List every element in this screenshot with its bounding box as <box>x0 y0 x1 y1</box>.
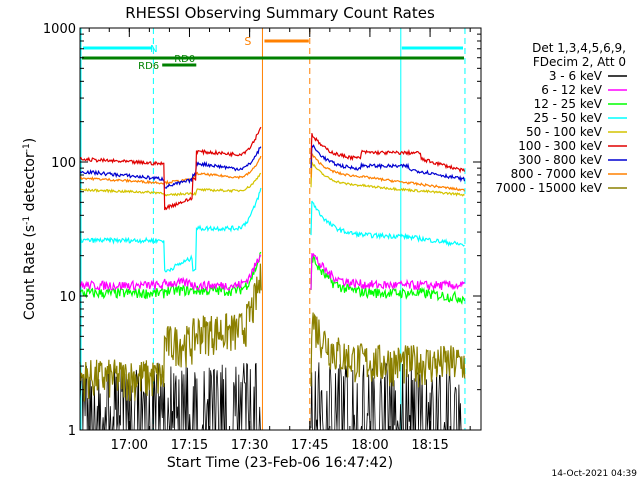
y-axis-label-mid: detector <box>22 152 38 216</box>
series-line <box>79 252 465 293</box>
annotation-overlays: N S RD6 RD0 <box>80 28 466 430</box>
y-tick-label: 1 <box>68 424 76 439</box>
series-line <box>79 263 466 402</box>
y-tick-label: 100 <box>51 156 76 171</box>
legend-label: 3 - 6 keV <box>549 69 603 83</box>
x-tick-label: 18:15 <box>411 438 448 453</box>
x-tick-label: 17:15 <box>171 438 208 453</box>
x-axis-label: Start Time (23-Feb-06 16:47:42) <box>167 455 393 471</box>
legend-label: 12 - 25 keV <box>534 97 603 111</box>
legend-label: 800 - 7000 keV <box>511 167 603 181</box>
series-path <box>79 254 262 293</box>
y-axis-label: Count Rate (s-1 detector-1) <box>22 138 38 320</box>
series-path <box>79 172 262 198</box>
series-line <box>79 144 466 189</box>
y-axis-label-end: ) <box>22 138 38 143</box>
series-path <box>310 253 466 305</box>
x-tick-label: 17:30 <box>231 438 268 453</box>
series-path <box>310 362 465 431</box>
series-path <box>79 263 262 402</box>
y-tick-label: 10 <box>59 290 76 305</box>
series-path <box>79 251 262 300</box>
plot-frame <box>79 27 482 431</box>
legend-label: 100 - 300 keV <box>518 139 602 153</box>
y-axis-label-sup2: -1 <box>22 143 32 152</box>
series-layer <box>79 126 466 431</box>
legend-label: 50 - 100 keV <box>526 125 603 139</box>
series-path <box>79 155 262 186</box>
legend-label: 7000 - 15000 keV <box>495 181 602 195</box>
x-axis: 17:00 17:15 17:30 17:45 18:00 18:15 <box>88 28 471 453</box>
generation-timestamp: 14-Oct-2021 04:39 <box>552 469 638 479</box>
legend-label: 300 - 800 keV <box>518 153 602 167</box>
legend: Det 1,3,4,5,6,9, FDecim 2, Att 0 3 - 6 k… <box>495 41 627 195</box>
series-path <box>79 146 262 189</box>
x-tick-label: 17:00 <box>111 438 148 453</box>
series-path <box>310 133 466 174</box>
rd6-label: RD6 <box>138 61 159 72</box>
legend-header-line-2: FDecim 2, Att 0 <box>533 55 626 69</box>
series-path <box>79 187 262 273</box>
series-line <box>79 126 466 211</box>
series-path <box>310 151 466 192</box>
series-path <box>310 200 465 247</box>
legend-label: 25 - 50 keV <box>534 111 603 125</box>
series-path <box>310 312 466 388</box>
chart-title: RHESSI Observing Summary Count Rates <box>125 4 435 22</box>
legend-header-line-1: Det 1,3,4,5,6,9, <box>532 41 626 55</box>
series-path <box>79 126 262 211</box>
saa-label: S <box>244 35 251 48</box>
series-line <box>79 251 466 305</box>
legend-label: 6 - 12 keV <box>541 83 603 97</box>
y-tick-label: 1000 <box>43 22 76 37</box>
series-line <box>79 161 465 198</box>
x-tick-label: 17:45 <box>291 438 328 453</box>
series-path <box>310 144 466 183</box>
y-axis-label-sup1: -1 <box>22 216 32 225</box>
series-path <box>310 161 465 197</box>
rd0-label: RD0 <box>174 54 195 65</box>
series-line <box>79 151 466 192</box>
night-label: N <box>150 44 157 55</box>
x-tick-label: 18:00 <box>351 438 388 453</box>
series-path <box>310 252 465 291</box>
series-line <box>79 187 465 273</box>
y-axis: 1 10 100 1000 <box>43 22 481 439</box>
y-axis-label-main: Count Rate (s <box>22 225 38 320</box>
